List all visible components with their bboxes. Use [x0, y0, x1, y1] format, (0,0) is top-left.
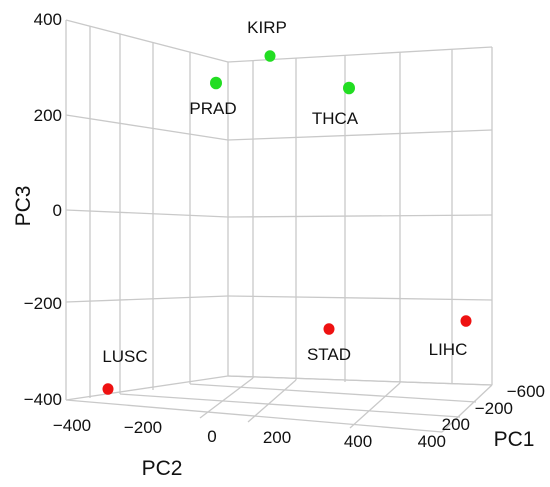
pc3-tick-200: 200 [34, 106, 62, 125]
pc1-tick-200: 200 [442, 415, 470, 434]
pc3-tick-neg200: −200 [24, 294, 62, 313]
point-kirp [264, 50, 276, 62]
data-point-labels: KIRP PRAD THCA LUSC STAD LIHC [102, 18, 467, 366]
axis-titles: PC3 PC2 PC1 [12, 186, 534, 480]
pc3-tick-400: 400 [34, 10, 62, 29]
point-prad [210, 76, 222, 90]
pc2-tick-0: 0 [207, 427, 216, 446]
point-lusc [102, 383, 114, 395]
point-thca [343, 81, 355, 95]
pc3-axis-title: PC3 [12, 186, 35, 227]
point-lihc [460, 315, 472, 327]
pc2-tick-400: 400 [344, 432, 372, 451]
point-label-prad: PRAD [189, 99, 236, 118]
pc2-tick-neg200: −200 [124, 418, 162, 437]
point-label-thca: THCA [312, 109, 359, 128]
point-label-lihc: LIHC [429, 340, 468, 359]
pc1-tick-400: 400 [418, 432, 446, 451]
point-label-stad: STAD [307, 345, 351, 364]
point-label-kirp: KIRP [247, 18, 287, 37]
pc1-axis-title: PC1 [494, 428, 535, 451]
pc2-tick-neg400: −400 [53, 416, 91, 435]
data-points [102, 50, 472, 395]
point-stad [323, 323, 335, 335]
pc1-tick-neg600: −600 [507, 382, 545, 401]
point-label-lusc: LUSC [102, 347, 147, 366]
pc2-tick-200: 200 [263, 428, 291, 447]
pc2-axis-title: PC2 [142, 457, 183, 480]
axis-tick-labels: 400 200 0 −200 −400 −400 −200 0 200 400 … [24, 10, 545, 451]
pc3-tick-0: 0 [53, 201, 62, 220]
pc1-tick-neg200: −200 [475, 399, 513, 418]
grid-lines [65, 19, 493, 433]
pc3-tick-neg400: −400 [24, 390, 62, 409]
